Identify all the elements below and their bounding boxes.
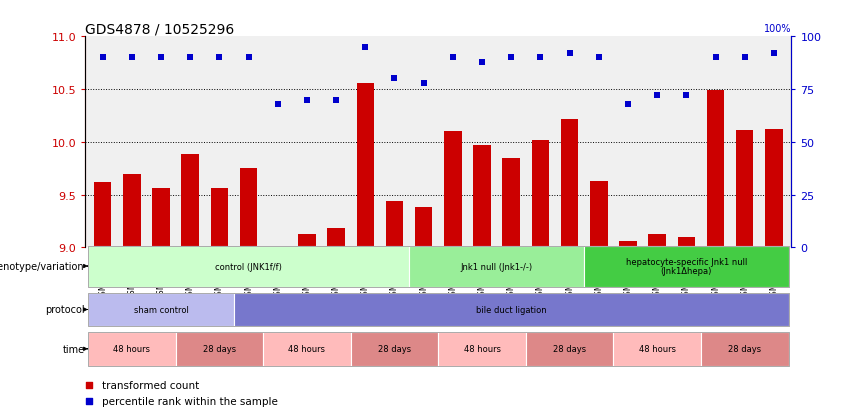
Bar (444, 132, 461, 248)
Bar (736, 131, 753, 248)
Point (650, 93, 664, 100)
Bar (263, 332, 351, 366)
Point (709, 55, 722, 62)
Bar (328, 229, 345, 248)
Bar (677, 237, 695, 248)
Point (388, 76, 402, 83)
Point (475, 59, 488, 66)
Point (271, 101, 284, 108)
Bar (298, 234, 316, 248)
Point (329, 97, 343, 104)
Bar (152, 189, 169, 248)
Bar (240, 169, 257, 248)
Text: Jnk1 null (Jnk1-/-): Jnk1 null (Jnk1-/-) (460, 262, 533, 271)
Text: sham control: sham control (134, 305, 188, 314)
Point (417, 80, 431, 87)
Bar (648, 234, 666, 248)
Point (738, 55, 751, 62)
Bar (175, 332, 263, 366)
Bar (438, 332, 526, 366)
Bar (88, 293, 234, 326)
Bar (561, 119, 579, 248)
Point (125, 55, 139, 62)
Text: 48 hours: 48 hours (288, 344, 325, 354)
Bar (584, 246, 789, 287)
Point (621, 101, 635, 108)
Bar (94, 183, 111, 248)
Point (83, 397, 96, 404)
Text: bile duct ligation: bile duct ligation (476, 305, 546, 314)
Bar (88, 332, 175, 366)
Text: 100%: 100% (764, 24, 791, 34)
Text: hepatocyte-specific Jnk1 null
(Jnk1Δhepa): hepatocyte-specific Jnk1 null (Jnk1Δhepa… (625, 257, 747, 276)
Point (592, 55, 606, 62)
Bar (88, 246, 409, 287)
Bar (620, 242, 637, 248)
Text: 48 hours: 48 hours (638, 344, 676, 354)
Text: control (JNK1f/f): control (JNK1f/f) (215, 262, 282, 271)
Text: 28 days: 28 days (728, 344, 762, 354)
Bar (386, 202, 403, 248)
Point (83, 382, 96, 388)
Bar (590, 181, 608, 248)
Bar (701, 332, 789, 366)
Bar (473, 146, 491, 248)
Bar (526, 332, 614, 366)
Text: 28 days: 28 days (378, 344, 411, 354)
Point (446, 55, 460, 62)
Bar (357, 83, 374, 248)
Bar (614, 332, 701, 366)
Bar (415, 208, 432, 248)
Point (242, 55, 255, 62)
Bar (409, 246, 584, 287)
Text: 28 days: 28 days (203, 344, 236, 354)
Text: 48 hours: 48 hours (113, 344, 151, 354)
Point (534, 55, 547, 62)
Bar (707, 91, 724, 248)
Point (680, 93, 694, 100)
Bar (351, 332, 438, 366)
Text: percentile rank within the sample: percentile rank within the sample (102, 396, 278, 406)
Bar (210, 189, 228, 248)
Text: time: time (62, 344, 84, 354)
Point (300, 97, 314, 104)
Bar (502, 158, 520, 248)
Text: genotype/variation: genotype/variation (0, 261, 84, 271)
Point (213, 55, 226, 62)
Text: 48 hours: 48 hours (464, 344, 500, 354)
Point (563, 51, 576, 57)
Bar (269, 247, 287, 248)
Point (358, 44, 372, 51)
Bar (123, 174, 140, 248)
Point (767, 51, 780, 57)
Bar (234, 293, 789, 326)
Text: 28 days: 28 days (553, 344, 586, 354)
Point (505, 55, 518, 62)
Text: protocol: protocol (45, 305, 84, 315)
Point (96, 55, 110, 62)
Text: GDS4878 / 10525296: GDS4878 / 10525296 (85, 22, 234, 36)
Point (154, 55, 168, 62)
Bar (532, 140, 549, 248)
Text: transformed count: transformed count (102, 380, 199, 390)
Point (183, 55, 197, 62)
Bar (181, 155, 199, 248)
Bar (765, 130, 783, 248)
